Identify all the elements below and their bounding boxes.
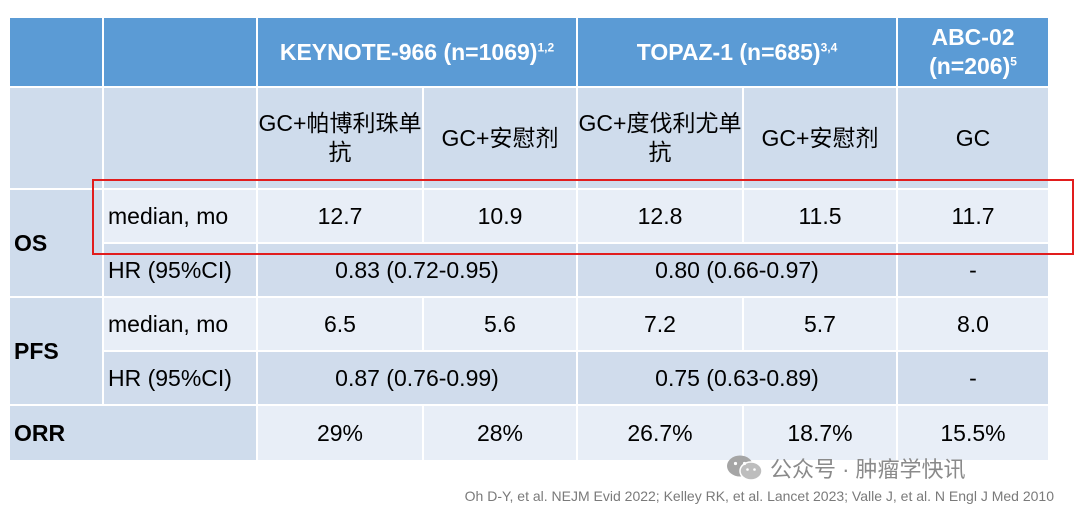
pfs-median-label: median, mo (104, 298, 256, 350)
topaz-header: TOPAZ-1 (n=685)3,4 (578, 18, 896, 86)
pfs-median-value: 5.6 (424, 298, 576, 350)
os-hr-topaz: 0.80 (0.66-0.97) (578, 244, 896, 296)
os-hr-abc: - (898, 244, 1048, 296)
trial-comparison-table: KEYNOTE-966 (n=1069)1,2 TOPAZ-1 (n=685)3… (8, 16, 1050, 462)
abc-n: (n=206) (929, 53, 1011, 79)
orr-value: 26.7% (578, 406, 742, 460)
os-median-value: 12.8 (578, 190, 742, 242)
pfs-hr-row: HR (95%CI) 0.87 (0.76-0.99) 0.75 (0.63-0… (10, 352, 1048, 404)
arm-cell: GC (898, 88, 1048, 188)
arm-cell: GC+度伐利尤单抗 (578, 88, 742, 188)
citation: Oh D-Y, et al. NEJM Evid 2022; Kelley RK… (464, 488, 1054, 504)
pfs-median-value: 5.7 (744, 298, 896, 350)
pfs-hr-topaz: 0.75 (0.63-0.89) (578, 352, 896, 404)
pfs-label: PFS (10, 298, 102, 404)
keynote-header: KEYNOTE-966 (n=1069)1,2 (258, 18, 576, 86)
abc-header: ABC-02 (n=206)5 (898, 18, 1048, 86)
arm-cell: GC+帕博利珠单抗 (258, 88, 422, 188)
wechat-icon (727, 455, 763, 481)
pfs-hr-keynote: 0.87 (0.76-0.99) (258, 352, 576, 404)
arm-cell: GC+安慰剂 (424, 88, 576, 188)
pfs-median-value: 7.2 (578, 298, 742, 350)
pfs-median-value: 6.5 (258, 298, 422, 350)
pfs-hr-abc: - (898, 352, 1048, 404)
orr-value: 18.7% (744, 406, 896, 460)
watermark-text: 公众号 · 肿瘤学快讯 (770, 457, 966, 482)
os-median-label: median, mo (104, 190, 256, 242)
topaz-title: TOPAZ-1 (n=685) (636, 38, 821, 65)
orr-value: 28% (424, 406, 576, 460)
abc-title: ABC-02 (931, 24, 1015, 51)
pfs-median-row: PFS median, mo 6.5 5.6 7.2 5.7 8.0 (10, 298, 1048, 404)
os-median-value: 11.7 (898, 190, 1048, 242)
header-row-trials: KEYNOTE-966 (n=1069)1,2 TOPAZ-1 (n=685)3… (10, 18, 1048, 86)
keynote-title: KEYNOTE-966 (n=1069) (279, 38, 538, 65)
header-blank-cell (10, 18, 102, 86)
os-median-value: 10.9 (424, 190, 576, 242)
arm-blank-cell (10, 88, 102, 188)
orr-row: ORR 29% 28% 26.7% 18.7% 15.5% (10, 406, 1048, 460)
pfs-median-value: 8.0 (898, 298, 1048, 350)
os-median-row: OS median, mo 12.7 10.9 12.8 11.5 11.7 (10, 190, 1048, 296)
os-median-value: 11.5 (744, 190, 896, 242)
orr-label: ORR (10, 406, 256, 460)
arm-blank-cell (104, 88, 256, 188)
orr-value: 15.5% (898, 406, 1048, 460)
keynote-refs: 1,2 (537, 39, 555, 54)
os-hr-row: HR (95%CI) 0.83 (0.72-0.95) 0.80 (0.66-0… (10, 244, 1048, 296)
header-blank-cell (104, 18, 256, 86)
os-label: OS (10, 190, 102, 296)
topaz-refs: 3,4 (820, 39, 838, 54)
watermark: 公众号 · 肿瘤学快讯 (726, 452, 966, 484)
os-hr-keynote: 0.83 (0.72-0.95) (258, 244, 576, 296)
os-hr-label: HR (95%CI) (104, 244, 256, 296)
header-row-arms: GC+帕博利珠单抗 GC+安慰剂 GC+度伐利尤单抗 GC+安慰剂 GC (10, 88, 1048, 188)
abc-refs: 5 (1010, 54, 1017, 69)
pfs-hr-label: HR (95%CI) (104, 352, 256, 404)
orr-value: 29% (258, 406, 422, 460)
os-median-value: 12.7 (258, 190, 422, 242)
arm-cell: GC+安慰剂 (744, 88, 896, 188)
